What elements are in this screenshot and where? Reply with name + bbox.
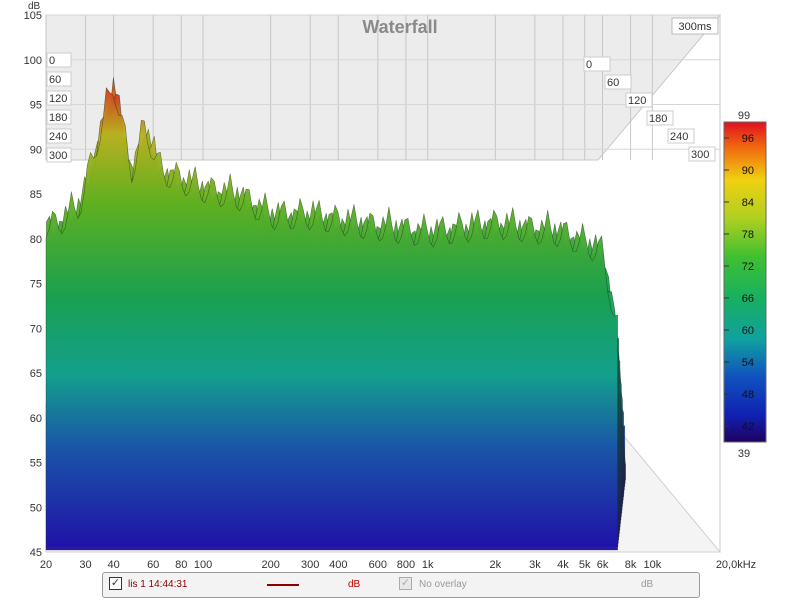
x-tick-label: 100: [194, 559, 212, 571]
x-tick-label: 4k: [557, 559, 569, 571]
x-axis-ticks: 20 30 40 60 80 100 200 300 400 600 800 1k 2k 3k 4k 5k 6k…: [40, 559, 756, 571]
series-label: lis 1 14:44:31: [128, 579, 188, 590]
colorbar-min-label: 39: [738, 448, 750, 460]
time-tick-box: [688, 146, 716, 162]
overlay-label: No overlay: [419, 579, 467, 590]
x-tick-label: 400: [329, 559, 347, 571]
time-tick-label-right: 180: [649, 113, 667, 125]
x-tick-label: 40: [108, 559, 120, 571]
colorbar-tick-label: 60: [742, 325, 754, 337]
time-tick-box: [46, 90, 72, 106]
overlay-unit: dB: [641, 579, 654, 590]
time-tick-label-left: 120: [49, 93, 67, 105]
time-tick-label-right: 300: [691, 149, 709, 161]
colorbar-tick-label: 42: [742, 421, 754, 433]
x-tick-label: 6k: [597, 559, 609, 571]
time-tick-label-right: 120: [628, 95, 646, 107]
time-range-label: 300ms: [678, 21, 712, 33]
y-tick-label: 50: [30, 502, 42, 514]
overlay-checkbox[interactable]: ✓: [399, 577, 412, 590]
time-range-box: [671, 17, 719, 35]
x-tick-label: 1k: [422, 559, 434, 571]
colorbar-max-label: 99: [738, 110, 750, 122]
legend-bar: ✓ lis 1 14:44:31 dB ✓ No overlay dB: [102, 572, 700, 598]
time-tick-box: [646, 110, 674, 126]
y-tick-label: 80: [30, 234, 42, 246]
y-tick-label: 105: [24, 10, 42, 22]
time-tick-label-left: 180: [49, 112, 67, 124]
colorbar-tick-label: 66: [742, 293, 754, 305]
x-tick-label: 5k: [579, 559, 591, 571]
y-tick-label: 100: [24, 55, 42, 67]
time-tick-box: [46, 128, 72, 144]
colorbar-tick-label: 78: [742, 229, 754, 241]
x-tick-label: 60: [147, 559, 159, 571]
y-tick-label: 55: [30, 458, 42, 470]
time-tick-label-left: 0: [49, 55, 55, 67]
x-tick-label: 8k: [625, 559, 637, 571]
time-tick-box: [46, 109, 72, 125]
y-tick-label: 75: [30, 279, 42, 291]
waterfall-surface: [45, 77, 626, 551]
time-tick-box: [583, 56, 611, 72]
time-tick-box: [46, 52, 72, 68]
y-unit-label: dB: [28, 1, 41, 12]
x-tick-label: 20,0kHz: [716, 559, 756, 571]
colorbar-tick-label: 84: [742, 197, 754, 209]
time-tick-label-left: 240: [49, 131, 67, 143]
y-axis-ticks: 105 100 95 90 85 80 75 70 65 60 55 50 45: [24, 10, 42, 559]
grid-lines: [45, 14, 721, 160]
time-tick-label-right: 240: [670, 131, 688, 143]
time-tick-box: [46, 71, 72, 87]
x-tick-label: 3k: [529, 559, 541, 571]
x-tick-label: 600: [369, 559, 387, 571]
x-tick-label: 2k: [490, 559, 502, 571]
chart-title: Waterfall: [362, 17, 437, 37]
x-tick-label: 800: [397, 559, 415, 571]
time-tick-box: [625, 92, 653, 108]
y-tick-label: 65: [30, 368, 42, 380]
colorbar-tick-label: 54: [742, 357, 754, 369]
y-tick-label: 45: [30, 547, 42, 559]
time-ticks-left: 0 60 120 180 240 300: [46, 52, 72, 163]
y-tick-label: 90: [30, 144, 42, 156]
time-tick-label-left: 60: [49, 74, 61, 86]
x-tick-label: 80: [175, 559, 187, 571]
colorbar-tick-label: 48: [742, 389, 754, 401]
waterfall-slice: [45, 86, 618, 551]
x-tick-label: 200: [261, 559, 279, 571]
colorbar-tick-label: 90: [742, 165, 754, 177]
colorbar-tick-label: 96: [742, 133, 754, 145]
y-tick-label: 85: [30, 189, 42, 201]
y-tick-label: 60: [30, 413, 42, 425]
colorbar: [723, 121, 767, 443]
time-tick-label-right: 60: [607, 77, 619, 89]
colorbar-tick-label: 72: [742, 261, 754, 273]
colorbar-ticks: 96 90 84 78 72 66 60 54 48 42: [724, 133, 754, 433]
time-tick-box: [46, 147, 72, 163]
x-tick-label: 300: [301, 559, 319, 571]
y-tick-label: 70: [30, 323, 42, 335]
time-tick-label-left: 300: [49, 150, 67, 162]
series-line-swatch: [267, 584, 299, 586]
x-tick-label: 10k: [643, 559, 661, 571]
series-checkbox[interactable]: ✓: [109, 577, 122, 590]
x-tick-label: 30: [79, 559, 91, 571]
time-tick-box: [667, 128, 695, 144]
x-tick-label: 20: [40, 559, 52, 571]
time-tick-box: [604, 74, 632, 90]
y-tick-label: 95: [30, 100, 42, 112]
time-tick-label-right: 0: [586, 59, 592, 71]
series-unit: dB: [348, 579, 361, 590]
